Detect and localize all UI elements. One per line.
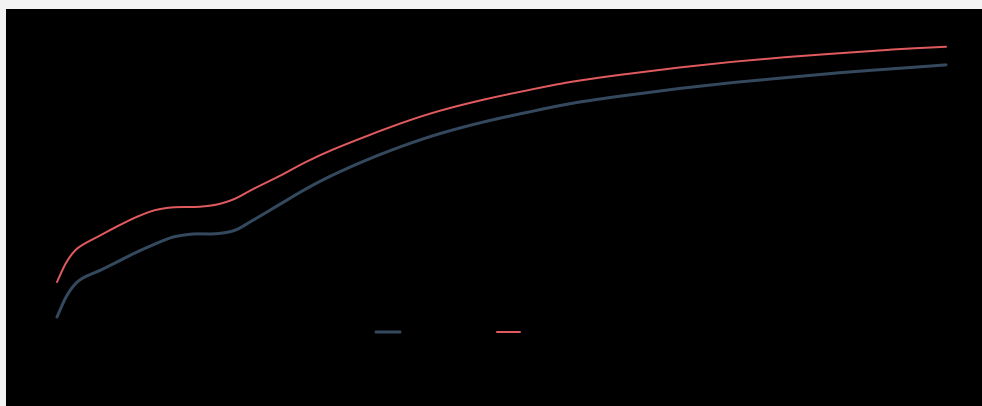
plot-area [55,45,948,319]
series-line-1 [55,63,948,319]
chart-frame [6,9,982,406]
line-chart [55,45,948,334]
series-line-2 [56,45,947,283]
